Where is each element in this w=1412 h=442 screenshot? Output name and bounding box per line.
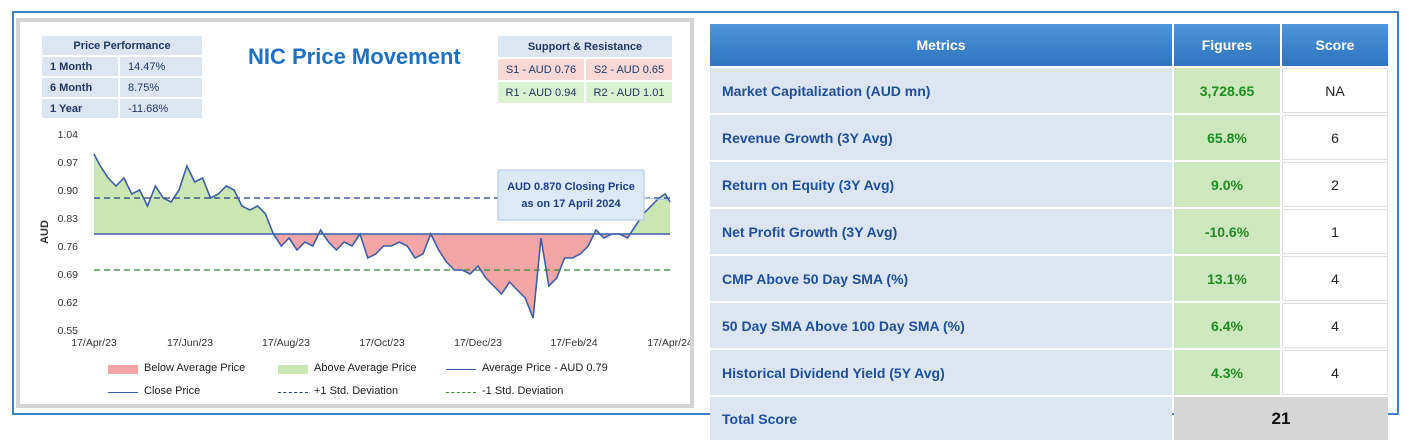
metrics-header: Metrics — [710, 24, 1172, 66]
x-tick-label: 17/Dec/23 — [454, 337, 502, 349]
total-row: Total Score 21 — [710, 397, 1388, 440]
y-tick-label: 0.97 — [58, 157, 79, 169]
table-row: Net Profit Growth (3Y Avg) -10.6% 1 — [710, 209, 1388, 254]
metric-name: Return on Equity (3Y Avg) — [710, 162, 1172, 207]
resistance-2: R2 - AUD 1.01 — [586, 82, 672, 103]
metric-score: 4 — [1282, 350, 1388, 395]
table-row: CMP Above 50 Day SMA (%) 13.1% 4 — [710, 256, 1388, 301]
y-tick-label: 0.55 — [58, 325, 79, 337]
y-tick-label: 0.76 — [58, 241, 79, 253]
callout-pointer — [643, 197, 669, 201]
metric-figure: 3,728.65 — [1174, 68, 1280, 113]
metric-name: CMP Above 50 Day SMA (%) — [710, 256, 1172, 301]
x-tick-label: 17/Aug/23 — [262, 337, 310, 349]
metric-score: 2 — [1282, 162, 1388, 207]
metric-name: 50 Day SMA Above 100 Day SMA (%) — [710, 303, 1172, 348]
table-row: 50 Day SMA Above 100 Day SMA (%) 6.4% 4 — [710, 303, 1388, 348]
perf-label: 1 Month — [42, 57, 118, 76]
below-average-area — [94, 234, 670, 318]
legend-plus-sd-label: +1 Std. Deviation — [314, 385, 399, 397]
score-header: Score — [1282, 24, 1388, 66]
x-tick-label: 17/Apr/23 — [71, 337, 117, 349]
perf-row: 1 Year -11.68% — [42, 99, 202, 118]
metric-figure: 4.3% — [1174, 350, 1280, 395]
perf-row: 6 Month 8.75% — [42, 78, 202, 97]
metric-name: Market Capitalization (AUD mn) — [710, 68, 1172, 113]
callout-text-line1: AUD 0.870 Closing Price — [507, 181, 635, 193]
legend-average-line — [446, 369, 476, 370]
table-row: Historical Dividend Yield (5Y Avg) 4.3% … — [710, 350, 1388, 395]
legend-average-label: Average Price - AUD 0.79 — [482, 362, 608, 374]
price-chart-panel: NIC Price Movement Price Performance 1 M… — [16, 18, 694, 408]
metrics-header-row: Metrics Figures Score — [710, 24, 1388, 66]
support-2: S2 - AUD 0.65 — [586, 59, 672, 80]
y-tick-label: 0.69 — [58, 269, 79, 281]
y-tick-label: 0.62 — [58, 297, 79, 309]
y-tick-label: 0.90 — [58, 185, 79, 197]
support-resistance-title: Support & Resistance — [498, 36, 672, 57]
above-average-area — [94, 154, 670, 234]
total-score-label: Total Score — [710, 397, 1172, 440]
legend-minus-sd-line — [446, 392, 476, 393]
perf-value: 14.47% — [120, 57, 202, 76]
metric-name: Net Profit Growth (3Y Avg) — [710, 209, 1172, 254]
support-resistance-table: Support & Resistance S1 - AUD 0.76 S2 - … — [496, 34, 674, 105]
perf-value: -11.68% — [120, 99, 202, 118]
table-row: Revenue Growth (3Y Avg) 65.8% 6 — [710, 115, 1388, 160]
x-tick-label: 17/Apr/24 — [647, 337, 690, 349]
metric-figure: 13.1% — [1174, 256, 1280, 301]
chart-title: NIC Price Movement — [248, 44, 461, 69]
metric-score: 1 — [1282, 209, 1388, 254]
y-axis-label: AUD — [39, 220, 51, 244]
metric-figure: 6.4% — [1174, 303, 1280, 348]
table-row: Return on Equity (3Y Avg) 9.0% 2 — [710, 162, 1388, 207]
support-1: S1 - AUD 0.76 — [498, 59, 584, 80]
legend-plus-sd-line — [278, 392, 308, 393]
metrics-table: Metrics Figures Score Market Capitalizat… — [708, 22, 1390, 442]
perf-label: 1 Year — [42, 99, 118, 118]
metric-score: NA — [1282, 68, 1388, 113]
metric-name: Historical Dividend Yield (5Y Avg) — [710, 350, 1172, 395]
perf-value: 8.75% — [120, 78, 202, 97]
metric-figure: 65.8% — [1174, 115, 1280, 160]
y-tick-label: 0.83 — [58, 213, 79, 225]
metric-figure: 9.0% — [1174, 162, 1280, 207]
callout-text-line2: as on 17 April 2024 — [521, 198, 621, 210]
perf-label: 6 Month — [42, 78, 118, 97]
legend-above-label: Above Average Price — [314, 362, 417, 374]
x-tick-label: 17/Feb/24 — [550, 337, 597, 349]
legend-above-swatch — [278, 365, 308, 374]
figures-header: Figures — [1174, 24, 1280, 66]
x-tick-label: 17/Jun/23 — [167, 337, 213, 349]
legend-minus-sd-label: -1 Std. Deviation — [482, 385, 564, 397]
price-performance-title: Price Performance — [42, 36, 202, 55]
y-tick-label: 1.04 — [58, 129, 79, 141]
legend-below-label: Below Average Price — [144, 362, 246, 374]
legend-below-swatch — [108, 365, 138, 374]
resistance-1: R1 - AUD 0.94 — [498, 82, 584, 103]
price-performance-table: Price Performance 1 Month 14.47% 6 Month… — [40, 34, 204, 120]
close-price-line — [93, 153, 671, 319]
legend-close-label: Close Price — [144, 385, 201, 397]
metric-score: 4 — [1282, 303, 1388, 348]
metric-name: Revenue Growth (3Y Avg) — [710, 115, 1172, 160]
metric-figure: -10.6% — [1174, 209, 1280, 254]
price-chart-svg: 1.040.970.900.830.760.690.620.5517/Apr/2… — [39, 129, 690, 349]
metric-score: 4 — [1282, 256, 1388, 301]
legend-close-line — [108, 392, 138, 393]
perf-row: 1 Month 14.47% — [42, 57, 202, 76]
metric-score: 6 — [1282, 115, 1388, 160]
callout-box — [497, 169, 645, 221]
table-row: Market Capitalization (AUD mn) 3,728.65 … — [710, 68, 1388, 113]
total-score-value: 21 — [1174, 397, 1388, 440]
x-tick-label: 17/Oct/23 — [359, 337, 405, 349]
